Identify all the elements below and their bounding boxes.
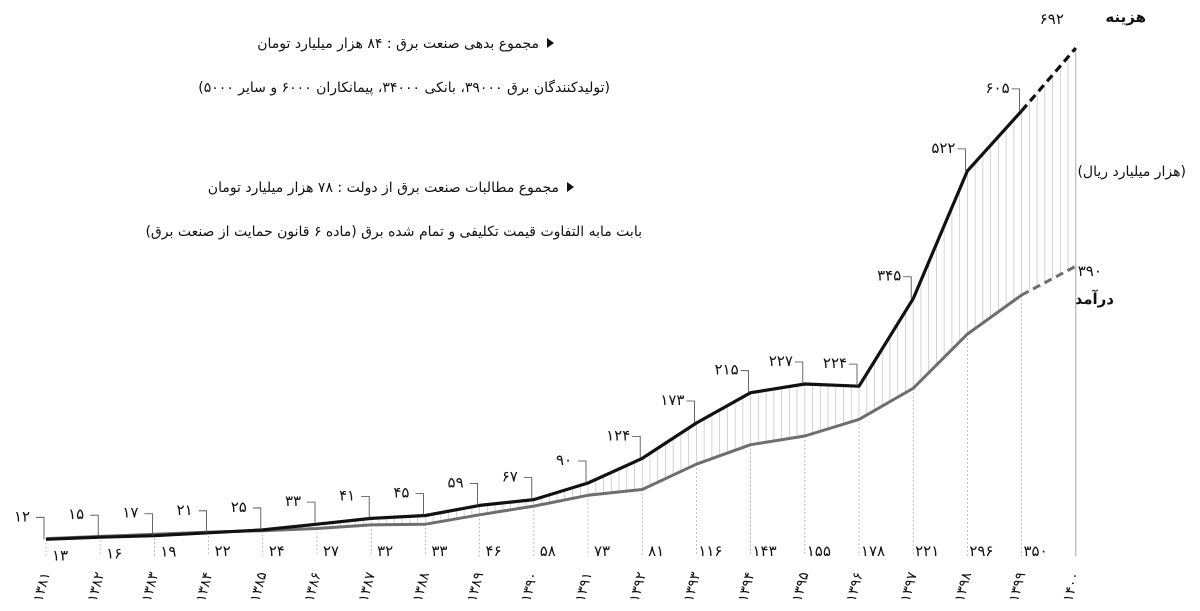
income-value-label: ۱۱۶ — [698, 542, 722, 560]
x-tick-label: ۱۳۸۴ — [193, 570, 216, 603]
cost-leader-tick — [144, 513, 153, 536]
income-value-label: ۱۷۸ — [861, 542, 885, 560]
cost-leader-tick — [415, 493, 424, 516]
debt-note-detail: (تولیدکنندگان برق ۳۹۰۰۰، بانکی ۳۴۰۰۰، پی… — [198, 80, 610, 96]
x-tick-label: ۱۳۹۶ — [844, 570, 867, 603]
cost-value-label: ۱۲۴ — [606, 426, 630, 444]
cost-value-label: ۱۷۳ — [660, 391, 684, 409]
x-tick-label: ۱۳۸۵ — [247, 570, 270, 603]
x-tick-label: ۱۳۹۵ — [789, 570, 812, 603]
cost-leader-tick — [469, 482, 479, 506]
income-value-label: ۱۵۵ — [807, 542, 831, 560]
cost-value-label: ۱۵ — [68, 505, 84, 523]
cost-value-label: ۴۱ — [339, 486, 355, 504]
cost-leader-tick — [686, 400, 695, 424]
cost-value-label: ۲۵ — [231, 498, 247, 516]
x-tick-label: ۱۳۸۷ — [356, 570, 379, 604]
x-tick-label: ۱۳۹۷ — [898, 570, 921, 604]
cost-leader-tick — [903, 276, 912, 299]
income-projection-line — [1020, 264, 1077, 297]
cost-value-label: ۵۹ — [448, 473, 464, 491]
cost-value-label: ۲۲۷ — [769, 352, 793, 370]
x-axis: ۱۳۸۱ ۱۳۸۲ ۱۳۸۳ ۱۳۸۴ ۱۳۸۵ ۱۳۸۶ ۱۳۸۷ ۱۳۸۸ ۱۳۸۹ ۱۳۹۰… — [31, 570, 1084, 604]
value-labels: ۱۲ ۱۳ ۱۵ ۱۶ ۱۷ ۱۹ ۲۱ ۲۲ ۲۵ ۲۴ ۳۳ ۲۷ ۴۱ ۳۲ ۴۵ ۳۳ ۵۹ ۴۶ ۶۷ ۵۸… — [14, 10, 1102, 565]
income-value-label: ۳۵۰ — [1024, 542, 1048, 560]
x-tick-label: ۱۳۸۹ — [464, 570, 487, 603]
x-tick-label: ۱۳۸۸ — [410, 570, 433, 604]
cost-leader-tick — [252, 507, 262, 530]
cost-value-label: ۶۹۲ — [1040, 10, 1064, 28]
cost-line — [45, 109, 1023, 541]
cost-value-label: ۲۱ — [177, 501, 193, 519]
income-value-label: ۱۳ — [52, 547, 68, 565]
cost-leader-tick — [36, 516, 45, 540]
income-value-label: ۱۶ — [106, 544, 122, 562]
income-value-label: ۲۲۱ — [915, 542, 939, 560]
income-value-label: ۴۶ — [486, 542, 502, 560]
claims-note-detail: بابت مابه التفاوت قیمت تکلیفی و تمام شده… — [145, 224, 642, 240]
cost-value-label: ۳۴۵ — [877, 267, 901, 285]
cost-value-label: ۲۲۴ — [823, 354, 847, 372]
x-tick-label: ۱۴۰۰ — [1060, 570, 1083, 603]
x-tick-label: ۱۳۹۰ — [518, 570, 541, 603]
x-tick-label: ۱۳۹۸ — [952, 570, 975, 604]
cost-value-label: ۶۷ — [502, 468, 518, 486]
triangle-bullet-icon — [547, 38, 554, 48]
x-tick-label: ۱۳۹۳ — [681, 570, 704, 604]
drop-lines — [45, 48, 1077, 556]
income-value-label: ۳۹۰ — [1078, 262, 1102, 280]
cost-value-label: ۴۵ — [393, 483, 409, 501]
debt-title-text: مجموع بدهی صنعت برق : ۸۴ هزار میلیارد تو… — [257, 36, 539, 52]
cost-leader-tick — [578, 460, 587, 483]
x-tick-label: ۱۳۸۲ — [85, 570, 108, 603]
cost-leader-tick — [198, 510, 208, 533]
x-tick-label: ۱۳۹۴ — [735, 570, 758, 603]
cost-leader-tick — [794, 361, 804, 384]
cost-value-label: ۲۱۵ — [715, 361, 739, 379]
gap-hatching — [285, 57, 1069, 530]
cost-leader-tick — [957, 148, 966, 171]
income-value-label: ۳۲ — [377, 542, 393, 560]
cost-leader-tick — [361, 495, 370, 519]
cost-value-label: ۹۰ — [556, 451, 572, 469]
cost-value-label: ۶۰۵ — [986, 79, 1010, 97]
claims-title-text: مجموع مطالبات صنعت برق از دولت : ۷۸ هزار… — [207, 180, 559, 196]
cost-value-label: ۱۷ — [122, 504, 138, 522]
income-value-label: ۷۳ — [594, 542, 610, 560]
x-tick-label: ۱۳۹۱ — [573, 570, 596, 603]
cost-leader-tick — [849, 363, 858, 387]
x-tick-label: ۱۳۸۱ — [31, 570, 54, 603]
income-value-label: ۲۲ — [215, 542, 231, 560]
income-value-label: ۱۴۳ — [753, 542, 777, 560]
cost-leader-tick — [90, 514, 99, 538]
cost-leader-tick — [1011, 88, 1020, 111]
cost-leader-tick — [523, 477, 533, 500]
income-value-label: ۲۹۶ — [969, 542, 993, 560]
cost-series-label: هزینه — [1105, 8, 1146, 26]
cost-value-label: ۳۳ — [285, 492, 301, 510]
x-tick-label: ۱۳۸۳ — [139, 570, 162, 604]
x-tick-label: ۱۳۹۹ — [1006, 570, 1029, 603]
series-lines — [45, 46, 1078, 541]
x-tick-label: ۱۳۸۶ — [302, 570, 325, 603]
income-value-label: ۳۳ — [431, 542, 447, 560]
unit-label: (هزار میلیارد ریال) — [1077, 164, 1186, 180]
cost-value-label: ۵۲۲ — [931, 139, 955, 157]
cost-leader-tick — [740, 370, 749, 393]
income-value-label: ۱۹ — [160, 542, 176, 560]
income-value-label: ۵۸ — [540, 542, 556, 560]
debt-note-title: مجموع بدهی صنعت برق : ۸۴ هزار میلیارد تو… — [257, 36, 554, 52]
triangle-bullet-icon — [567, 182, 574, 192]
income-value-label: ۸۱ — [648, 542, 664, 560]
x-tick-label: ۱۳۹۲ — [627, 570, 650, 603]
income-value-label: ۲۷ — [323, 542, 339, 560]
cost-projection-line — [1020, 46, 1078, 112]
cost-leader-tick — [307, 501, 316, 525]
cost-leader-tick — [632, 436, 641, 459]
cost-value-label: ۱۲ — [14, 507, 30, 525]
income-value-label: ۲۴ — [269, 542, 285, 560]
income-series-label: درآمد — [1074, 290, 1114, 308]
claims-note-title: مجموع مطالبات صنعت برق از دولت : ۷۸ هزار… — [208, 180, 574, 196]
